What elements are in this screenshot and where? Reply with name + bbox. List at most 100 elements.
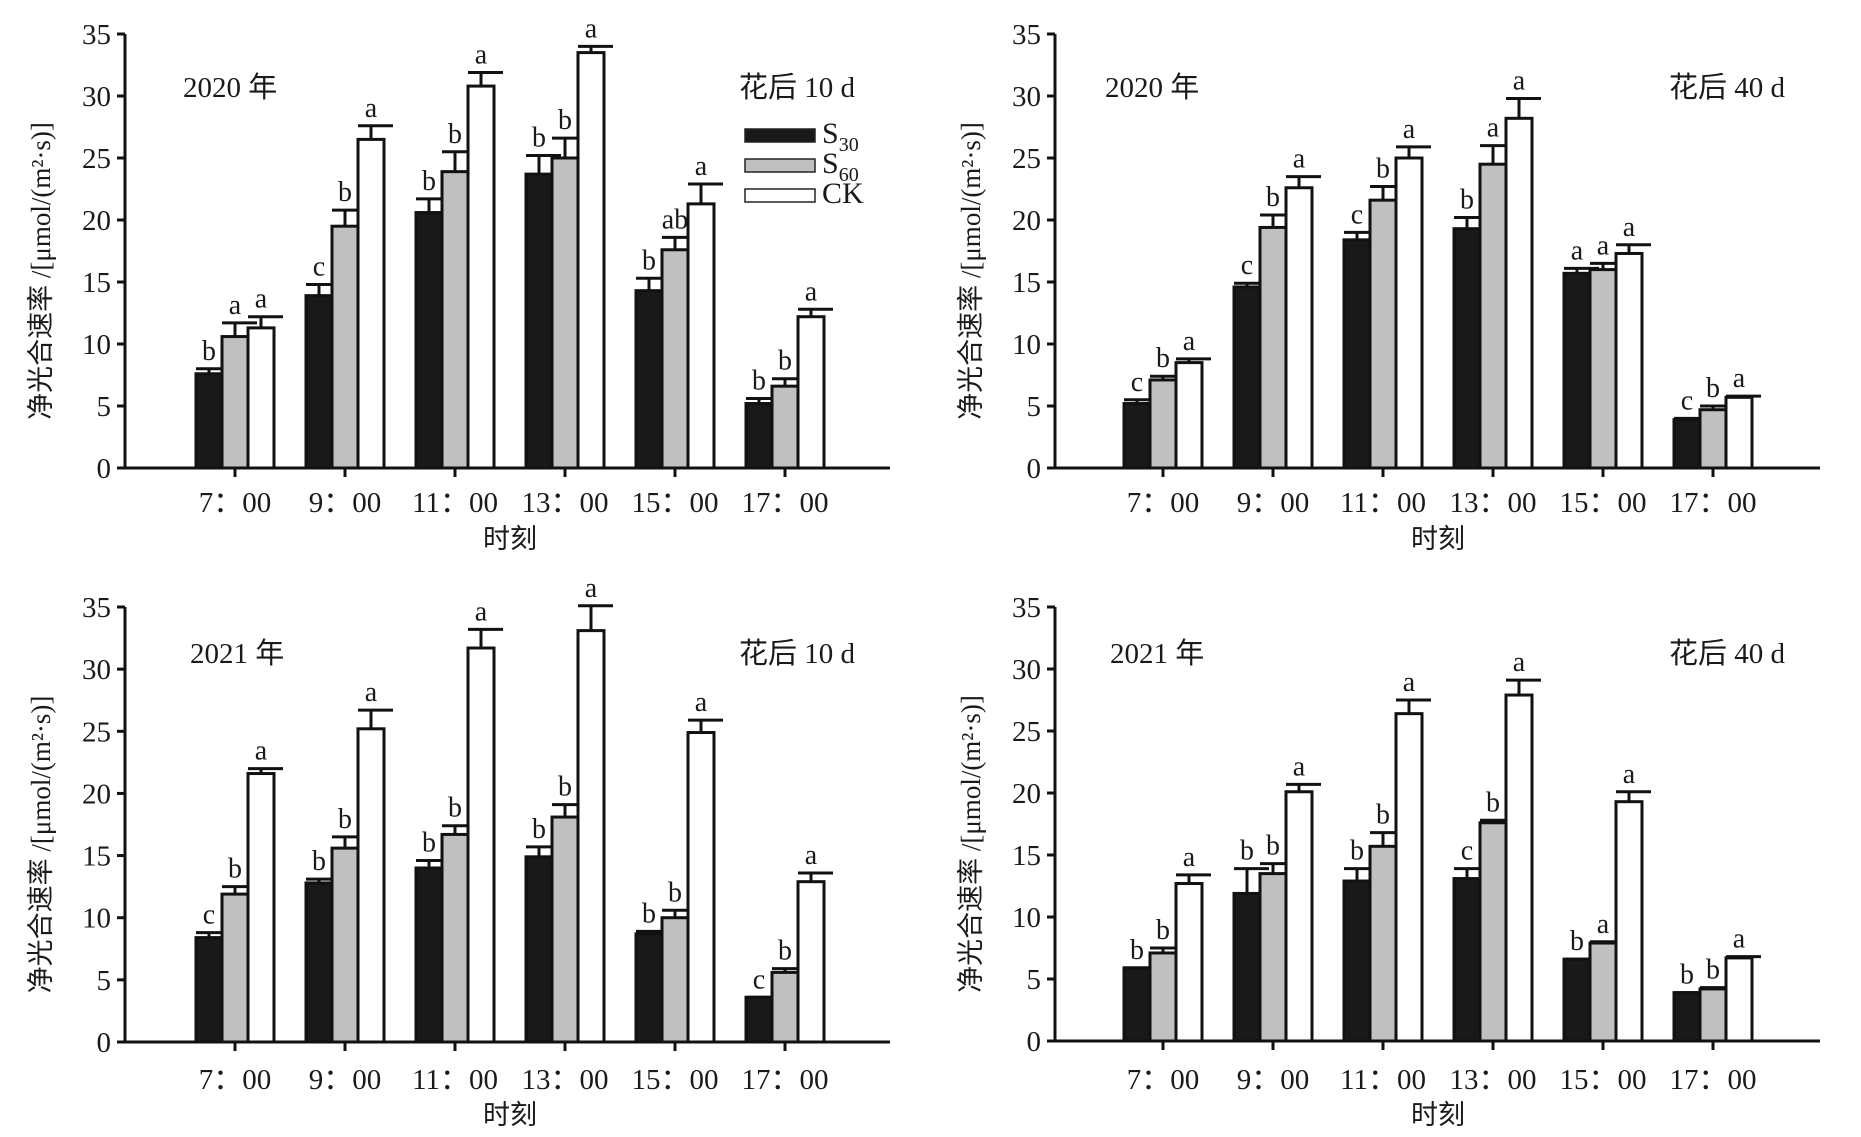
significance-letter: b	[1240, 836, 1254, 867]
bar-s60	[1588, 941, 1618, 1043]
significance-letter: b	[1486, 787, 1500, 818]
significance-letter: b	[422, 828, 436, 859]
x-tick-label: 11：00	[1340, 487, 1426, 519]
y-tick-label: 10	[82, 329, 111, 361]
y-tick-label: 5	[1027, 964, 1042, 996]
y-tick-label: 30	[1012, 654, 1041, 686]
x-tick-label: 9：00	[1237, 487, 1310, 519]
significance-letter: b	[1350, 836, 1364, 867]
significance-letter: c	[1131, 367, 1143, 398]
x-tick-label: 17：00	[741, 1064, 828, 1096]
y-tick-label: 0	[97, 453, 112, 485]
bar-ck	[1614, 251, 1644, 470]
significance-letter: a	[255, 736, 268, 767]
bar-s30	[414, 866, 444, 1044]
significance-letter: a	[229, 290, 242, 321]
y-tick-label: 5	[97, 965, 112, 997]
bar-s60	[440, 832, 470, 1044]
y-tick-label: 30	[82, 81, 111, 113]
significance-letter: a	[1597, 909, 1610, 940]
bar-s30	[1232, 285, 1262, 470]
significance-letter: a	[365, 93, 378, 124]
bar-s30	[744, 402, 774, 470]
significance-letter: b	[532, 123, 546, 154]
significance-letter: a	[1183, 842, 1196, 873]
x-tick-label: 15：00	[631, 1064, 718, 1096]
chart-panel-4: 0 5 10 15 20 25 30 35 净光合速率 /[μmol/(m²·s)] 7：00 9：…	[956, 592, 1820, 1130]
x-tick-label: 9：00	[1237, 1064, 1310, 1096]
legend-swatch-s30	[744, 128, 816, 143]
significance-letter: b	[202, 336, 216, 367]
y-tick-label: 35	[1012, 19, 1041, 51]
bar-s30	[1562, 271, 1592, 470]
significance-letter: b	[558, 772, 572, 803]
y-axis-title: 净光合速率 /[μmol/(m²·s)]	[26, 696, 56, 994]
bar-s60	[330, 224, 360, 470]
y-tick-label: 35	[82, 592, 111, 624]
y-tick-label: 5	[1027, 391, 1042, 423]
stage-label: 花后 10 d	[739, 637, 856, 670]
significance-letter: a	[1733, 363, 1746, 394]
x-tick-label: 17：00	[1669, 1064, 1756, 1096]
x-tick-label: 7：00	[199, 1064, 272, 1096]
x-tick-label: 9：00	[309, 487, 382, 519]
bar-ck	[576, 629, 606, 1044]
bar-ck	[1284, 790, 1314, 1043]
significance-letter: b	[338, 804, 352, 835]
legend-label-s60: S60	[822, 147, 859, 186]
bar-s30	[1232, 891, 1262, 1043]
chart-panel-1: 0 5 10 15 20 25 30 35 净光合速率 /[μmol/(m²·s)] 7：00 9：…	[26, 13, 890, 554]
bar-ck	[1724, 395, 1754, 470]
y-tick-label: 30	[82, 654, 111, 686]
x-tick-label: 11：00	[1340, 1064, 1426, 1096]
bar-s60	[1258, 872, 1288, 1043]
significance-letter: b	[1130, 935, 1144, 966]
significance-letter: b	[1706, 373, 1720, 404]
y-tick-label: 30	[1012, 81, 1041, 113]
significance-letter: c	[1241, 250, 1253, 281]
y-tick-label: 25	[82, 143, 111, 175]
x-tick-label: 17：00	[1669, 487, 1756, 519]
x-tick-label: 15：00	[631, 487, 718, 519]
y-tick-label: 0	[97, 1027, 112, 1059]
y-tick-label: 0	[1027, 1026, 1042, 1058]
bar-s60	[660, 916, 690, 1044]
bar-ck	[246, 326, 276, 470]
bar-s30	[414, 211, 444, 470]
y-axis-title: 净光合速率 /[μmol/(m²·s)]	[26, 122, 56, 420]
significance-letter: c	[203, 900, 215, 931]
x-tick-label: 13：00	[1449, 487, 1536, 519]
bar-s30	[304, 881, 334, 1044]
significance-letter: b	[338, 177, 352, 208]
significance-letter: b	[422, 166, 436, 197]
significance-letter: b	[1266, 182, 1280, 213]
x-tick-label: 7：00	[1127, 1064, 1200, 1096]
bar-s30	[744, 995, 774, 1044]
significance-letter: a	[695, 151, 708, 182]
y-tick-label: 15	[1012, 267, 1041, 299]
x-axis-title: 时刻	[1411, 1100, 1465, 1130]
bar-s30	[194, 936, 224, 1044]
significance-letter: c	[1351, 199, 1363, 230]
significance-letter: a	[805, 840, 818, 871]
bar-s60	[1368, 844, 1398, 1043]
significance-letter: b	[778, 936, 792, 967]
y-axis-title: 净光合速率 /[μmol/(m²·s)]	[956, 122, 986, 420]
legend-label-ck: CK	[822, 177, 864, 210]
bar-s30	[1672, 991, 1702, 1043]
x-tick-label: 13：00	[521, 1064, 608, 1096]
y-tick-label: 10	[82, 903, 111, 935]
significance-letter: b	[752, 366, 766, 397]
bar-s30	[1122, 966, 1152, 1043]
bar-ck	[1284, 186, 1314, 470]
bar-ck	[686, 731, 716, 1044]
significance-letter: b	[1266, 831, 1280, 862]
significance-letter: b	[558, 105, 572, 136]
bar-s60	[1148, 951, 1178, 1043]
stage-label: 花后 40 d	[1669, 637, 1786, 670]
significance-letter: b	[312, 846, 326, 877]
significance-letter: a	[475, 39, 488, 70]
legend-subscript: 30	[839, 134, 859, 156]
bar-s30	[304, 294, 334, 470]
bar-s60	[1258, 225, 1288, 470]
